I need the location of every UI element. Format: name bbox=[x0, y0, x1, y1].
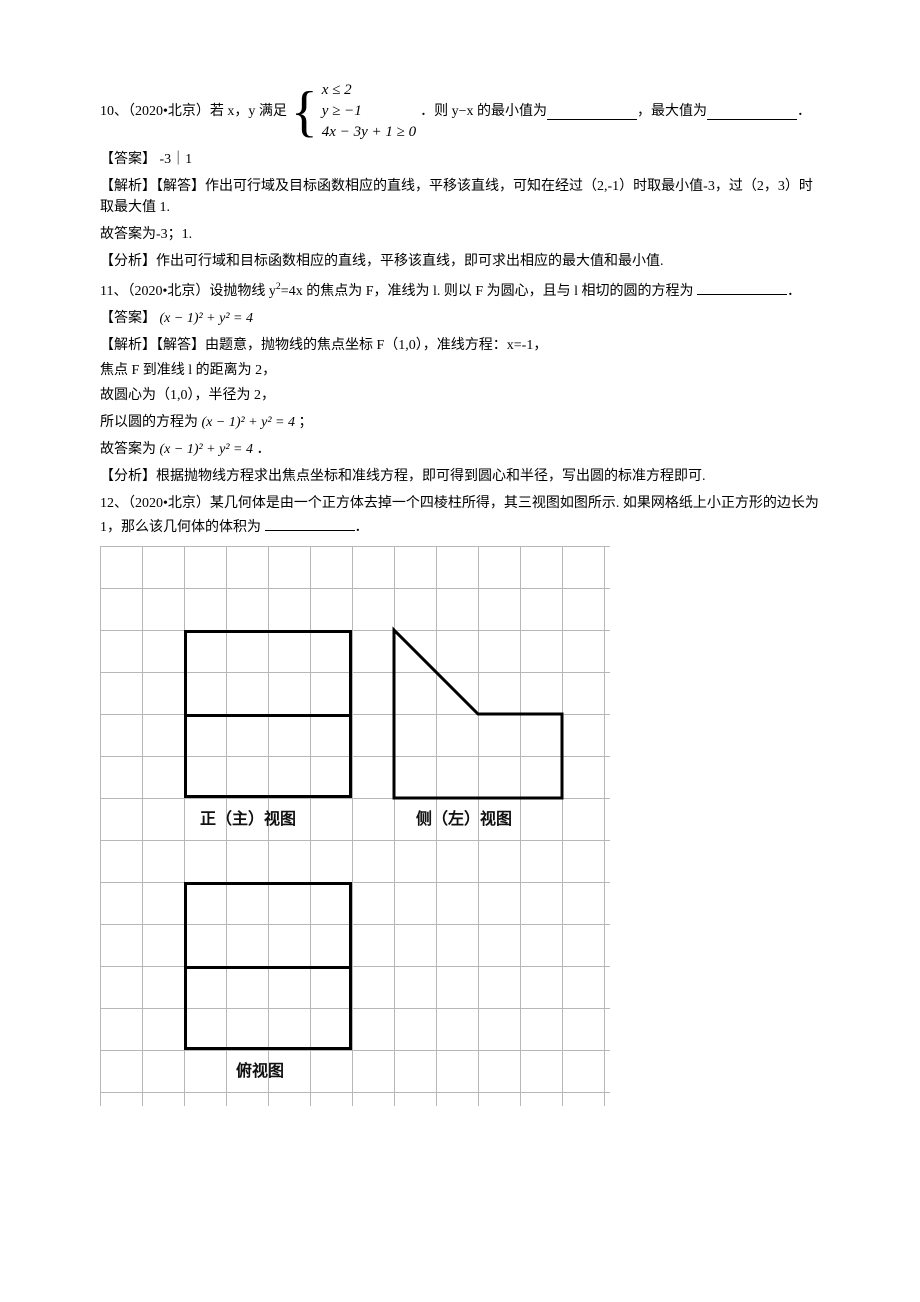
q11-sol5-pre: 故答案为 bbox=[100, 442, 156, 457]
q11-sol-block: 【解析】【解答】由题意，抛物线的焦点坐标 F（1,0），准线方程：x=-1， bbox=[100, 335, 820, 356]
q12-blank[interactable] bbox=[265, 514, 355, 531]
q11-stem2: =4x 的焦点为 F，准线为 l. 则以 F 为圆心，且与 l 相切的圆的方程为 bbox=[281, 284, 694, 299]
solution-label: 【解析】【解答】 bbox=[100, 179, 205, 194]
q10-mid: ．则 y−x 的最小值为 bbox=[420, 101, 547, 122]
answer-label: 【答案】 bbox=[100, 152, 156, 167]
q10-sol1: 作出可行域及目标函数相应的直线，平移该直线，可知在经过（2,-1）时取最小值-3… bbox=[100, 179, 813, 215]
side-view-polygon bbox=[100, 546, 610, 1106]
label-top-view: 俯视图 bbox=[236, 1060, 284, 1084]
q11-sol4-post: ； bbox=[299, 415, 313, 430]
q11-sol5: 故答案为 (x − 1)² + y² = 4 ． bbox=[100, 439, 820, 460]
q11-sol2: 焦点 F 到准线 l 的距离为 2， bbox=[100, 360, 820, 381]
q12-tail: ． bbox=[355, 520, 369, 535]
q12-stem-text: 12、（2020•北京）某几何体是由一个正方体去掉一个四棱柱所得，其三视图如图所… bbox=[100, 496, 819, 535]
q11-stem1: 11、（2020•北京）设抛物线 y bbox=[100, 284, 276, 299]
q10-system: { x ≤ 2 y ≥ −1 4x − 3y + 1 ≥ 0 bbox=[291, 80, 416, 143]
q10-mid2: ，最大值为 bbox=[637, 101, 707, 122]
brace-left-icon: { bbox=[291, 84, 318, 140]
q10-blank-min[interactable] bbox=[547, 103, 637, 120]
q11-ana: 根据抛物线方程求出焦点坐标和准线方程，即可得到圆心和半径，写出圆的标准方程即可. bbox=[156, 469, 706, 484]
q10-solution: 【解析】【解答】作出可行域及目标函数相应的直线，平移该直线，可知在经过（2,-1… bbox=[100, 176, 820, 218]
q11-analysis: 【分析】根据抛物线方程求出焦点坐标和准线方程，即可得到圆心和半径，写出圆的标准方… bbox=[100, 466, 820, 487]
q11-answer: (x − 1)² + y² = 4 bbox=[160, 311, 254, 326]
q12-stem: 12、（2020•北京）某几何体是由一个正方体去掉一个四棱柱所得，其三视图如图所… bbox=[100, 493, 820, 538]
q11-sol5-math: (x − 1)² + y² = 4 bbox=[160, 442, 254, 457]
q10-answer-line: 【答案】 -3｜1 bbox=[100, 149, 820, 170]
q11-sol3: 故圆心为（1,0），半径为 2， bbox=[100, 385, 820, 406]
q11-blank[interactable] bbox=[697, 278, 787, 295]
analysis-label: 【分析】 bbox=[100, 469, 156, 484]
q10-blank-max[interactable] bbox=[707, 103, 797, 120]
q11-stem: 11、（2020•北京）设抛物线 y2=4x 的焦点为 F，准线为 l. 则以 … bbox=[100, 278, 820, 302]
q10-analysis: 【分析】作出可行域和目标函数相应的直线，平移该直线，即可求出相应的最大值和最小值… bbox=[100, 251, 820, 272]
q10-cond2: y ≥ −1 bbox=[322, 101, 416, 122]
q10-sol2: 故答案为-3；1. bbox=[100, 224, 820, 245]
q10-stem: 10、（2020•北京）若 x，y 满足 { x ≤ 2 y ≥ −1 4x −… bbox=[100, 80, 820, 143]
answer-label: 【答案】 bbox=[100, 311, 156, 326]
q10-answer: -3｜1 bbox=[160, 152, 193, 167]
q11-answer-line: 【答案】 (x − 1)² + y² = 4 bbox=[100, 308, 820, 329]
q11-sol4-math: (x − 1)² + y² = 4 bbox=[202, 415, 296, 430]
analysis-label: 【分析】 bbox=[100, 254, 156, 269]
label-front-view: 正（主）视图 bbox=[200, 808, 296, 832]
q10-prefix: 10、（2020•北京）若 x，y 满足 bbox=[100, 101, 287, 122]
q11-sol4: 所以圆的方程为 (x − 1)² + y² = 4 ； bbox=[100, 412, 820, 433]
q11-sol1: 由题意，抛物线的焦点坐标 F（1,0），准线方程：x=-1， bbox=[205, 338, 547, 353]
q11-sol4-pre: 所以圆的方程为 bbox=[100, 415, 198, 430]
q11-tail: ． bbox=[787, 284, 801, 299]
solution-label: 【解析】【解答】 bbox=[100, 338, 205, 353]
q10-cond1: x ≤ 2 bbox=[322, 80, 416, 101]
three-view-diagram: 正（主）视图 侧（左）视图 俯视图 bbox=[100, 546, 610, 1106]
top-view-inner-line bbox=[184, 966, 352, 969]
label-side-view: 侧（左）视图 bbox=[416, 808, 512, 832]
q11-sol5-post: ． bbox=[257, 442, 271, 457]
q10-ana: 作出可行域和目标函数相应的直线，平移该直线，即可求出相应的最大值和最小值. bbox=[156, 254, 664, 269]
q10-tail: ． bbox=[797, 101, 811, 122]
q10-cond3: 4x − 3y + 1 ≥ 0 bbox=[322, 122, 416, 143]
